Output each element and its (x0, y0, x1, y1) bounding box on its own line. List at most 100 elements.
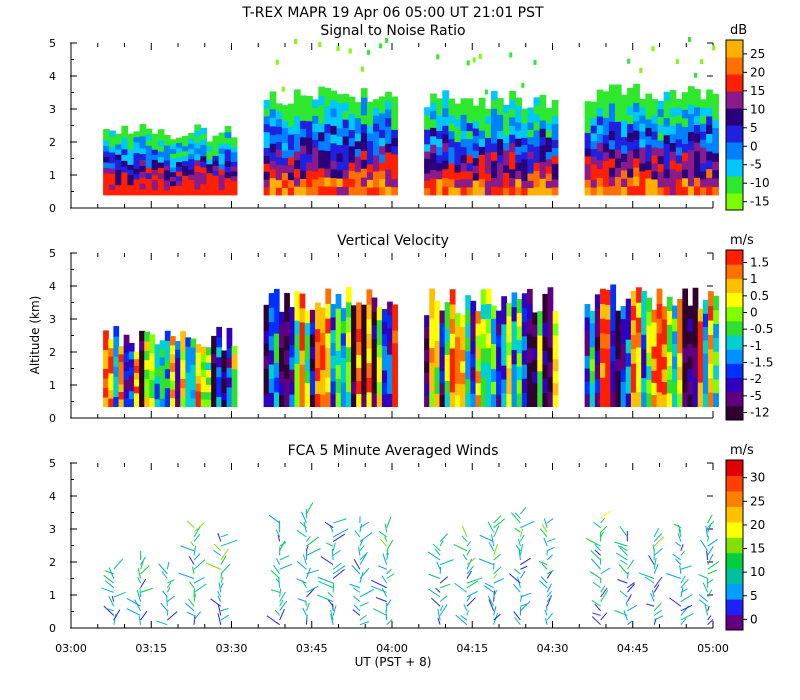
snr-cell (430, 118, 437, 128)
snr-cell (182, 145, 189, 152)
snr-cell (527, 136, 535, 145)
snr-cell (275, 164, 283, 173)
velocity-cell (708, 291, 714, 307)
snr-cell (590, 171, 598, 180)
velocity-cell (315, 328, 321, 343)
snr-cell (206, 163, 214, 169)
snr-cell (551, 107, 559, 117)
snr-cell (687, 185, 695, 196)
snr-cell (182, 170, 189, 176)
snr-cell (657, 186, 665, 196)
snr-cell (675, 186, 683, 196)
velocity-cell (589, 310, 596, 324)
snr-cell (300, 153, 307, 163)
velocity-cell (144, 387, 150, 398)
velocity-cell (434, 353, 441, 368)
snr-cell (200, 144, 208, 151)
colorbar-tick-label: 1 (750, 272, 758, 286)
velocity-cell (465, 350, 471, 366)
velocity-cell (159, 356, 166, 366)
wind-barb (517, 538, 521, 547)
velocity-cell (615, 310, 622, 324)
wind-barb (619, 545, 628, 552)
wind-barb (439, 576, 449, 584)
snr-cell (224, 189, 232, 196)
velocity-cell (600, 332, 606, 349)
wind-barb (585, 538, 601, 547)
velocity-cell (335, 350, 342, 365)
snr-cell (194, 124, 201, 131)
snr-cell (478, 162, 486, 172)
snr-cell (281, 172, 289, 181)
wind-barb (543, 518, 548, 528)
velocity-cell (205, 347, 212, 356)
velocity-cell (320, 381, 326, 395)
snr-cell (176, 170, 183, 177)
velocity-cell (185, 380, 192, 390)
velocity-cell (113, 346, 120, 357)
velocity-cell (216, 326, 223, 338)
velocity-cell (620, 356, 627, 370)
snr-cell (163, 169, 171, 176)
snr-cell (348, 153, 356, 163)
velocity-cell (309, 382, 316, 395)
velocity-cell (589, 322, 596, 336)
velocity-cell (501, 309, 508, 325)
snr-cell (300, 178, 307, 188)
snr-cell (157, 183, 165, 190)
colorbar-swatch (726, 306, 743, 322)
snr-cell (312, 123, 319, 132)
snr-cell (269, 168, 277, 179)
velocity-cell (630, 319, 637, 335)
wind-barb (162, 590, 168, 598)
wind-barb (193, 583, 207, 593)
snr-cell (194, 188, 201, 196)
velocity-cell (636, 391, 642, 408)
snr-cell (584, 132, 592, 141)
velocity-cell (356, 393, 362, 408)
velocity-cell (641, 348, 647, 364)
snr-cell (354, 109, 362, 119)
snr-cell (454, 187, 462, 196)
wind-barb (217, 591, 222, 598)
wind-barb (138, 616, 142, 625)
snr-cell (584, 163, 592, 172)
snr-cell (608, 112, 616, 122)
velocity-cell (532, 324, 538, 337)
wind-barb (134, 599, 141, 612)
velocity-cell (506, 367, 513, 382)
snr-cell (212, 140, 220, 147)
snr-cell (139, 124, 147, 131)
snr-cell (694, 185, 701, 196)
velocity-cell (532, 312, 538, 325)
colorbar-tick-label: 10 (750, 565, 765, 579)
velocity-cell (594, 364, 601, 380)
snr-cell (533, 113, 541, 123)
snr-cell (330, 107, 338, 118)
wind-barb (273, 564, 281, 575)
snr-cell (651, 162, 659, 172)
snr-cell (596, 98, 604, 108)
velocity-cell (584, 316, 591, 331)
velocity-cell (226, 327, 233, 339)
snr-cell (300, 128, 307, 138)
velocity-cell (475, 323, 482, 336)
snr-cell (584, 101, 592, 110)
snr-cell (379, 170, 386, 180)
snr-cell (306, 170, 313, 179)
wind-barb (332, 565, 346, 575)
snr-cell (318, 158, 325, 169)
velocity-cell (113, 386, 120, 398)
snr-cell (657, 116, 665, 125)
velocity-cell (139, 378, 145, 389)
snr-cell (182, 135, 189, 142)
snr-cell (436, 98, 443, 107)
wind-barb (520, 557, 531, 566)
snr-cell (163, 134, 171, 141)
snr-cell (293, 142, 301, 152)
velocity-cell (615, 334, 622, 348)
velocity-cell (335, 308, 342, 323)
snr-cell (584, 171, 592, 180)
snr-cell (706, 168, 713, 178)
velocity-cell (429, 362, 435, 378)
